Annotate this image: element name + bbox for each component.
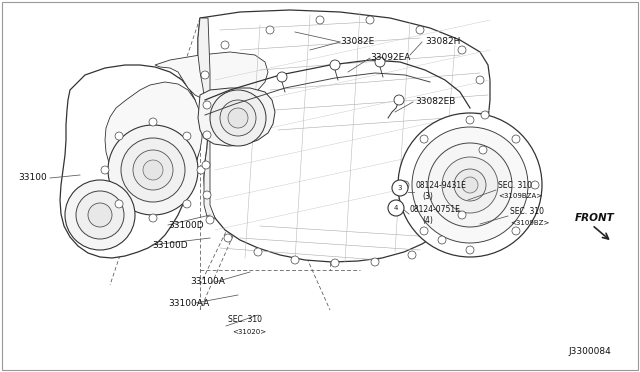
Circle shape — [115, 132, 123, 140]
Circle shape — [291, 256, 299, 264]
Text: SEC. 310: SEC. 310 — [228, 315, 262, 324]
Polygon shape — [105, 82, 202, 192]
Circle shape — [531, 181, 539, 189]
Circle shape — [220, 100, 256, 136]
Text: <3109BZA>: <3109BZA> — [498, 193, 542, 199]
Circle shape — [133, 150, 173, 190]
Circle shape — [183, 200, 191, 208]
Circle shape — [115, 200, 123, 208]
Polygon shape — [60, 65, 200, 258]
Text: 33082H: 33082H — [425, 38, 460, 46]
Circle shape — [88, 203, 112, 227]
Circle shape — [228, 108, 248, 128]
Circle shape — [330, 60, 340, 70]
Text: 33100D: 33100D — [168, 221, 204, 230]
Text: 08124-9431E: 08124-9431E — [415, 180, 466, 189]
Circle shape — [203, 191, 211, 199]
Circle shape — [401, 181, 409, 189]
Circle shape — [512, 227, 520, 235]
Text: SEC. 310: SEC. 310 — [498, 180, 532, 189]
Circle shape — [210, 90, 266, 146]
Polygon shape — [198, 18, 215, 220]
Circle shape — [412, 127, 528, 243]
Text: 33100A: 33100A — [190, 278, 225, 286]
Text: 33092EA: 33092EA — [370, 54, 410, 62]
Circle shape — [394, 95, 404, 105]
Circle shape — [398, 113, 542, 257]
Circle shape — [442, 157, 498, 213]
Circle shape — [101, 166, 109, 174]
Circle shape — [371, 258, 379, 266]
Text: 33100AA: 33100AA — [168, 298, 209, 308]
Polygon shape — [198, 88, 275, 146]
Circle shape — [316, 16, 324, 24]
Polygon shape — [198, 10, 490, 262]
Text: 08124-0751E: 08124-0751E — [410, 205, 461, 214]
Circle shape — [458, 46, 466, 54]
Circle shape — [428, 143, 512, 227]
Circle shape — [149, 214, 157, 222]
Circle shape — [331, 259, 339, 267]
Circle shape — [458, 211, 466, 219]
Circle shape — [254, 248, 262, 256]
Circle shape — [438, 236, 446, 244]
Circle shape — [197, 166, 205, 174]
Circle shape — [221, 41, 229, 49]
Circle shape — [466, 116, 474, 124]
Circle shape — [202, 161, 210, 169]
Text: (3): (3) — [422, 192, 433, 202]
Text: J3300084: J3300084 — [568, 347, 611, 356]
Circle shape — [203, 131, 211, 139]
Text: (4): (4) — [422, 217, 433, 225]
Circle shape — [375, 57, 385, 67]
Polygon shape — [155, 52, 268, 102]
Circle shape — [481, 111, 489, 119]
Circle shape — [454, 169, 486, 201]
Circle shape — [471, 181, 479, 189]
Circle shape — [476, 76, 484, 84]
Circle shape — [512, 135, 520, 143]
Circle shape — [121, 138, 185, 202]
Circle shape — [277, 72, 287, 82]
Text: 33100: 33100 — [18, 173, 47, 183]
Circle shape — [466, 246, 474, 254]
Circle shape — [416, 26, 424, 34]
Circle shape — [420, 135, 428, 143]
Text: 33082E: 33082E — [340, 38, 374, 46]
Circle shape — [462, 177, 478, 193]
Circle shape — [366, 16, 374, 24]
Circle shape — [143, 160, 163, 180]
Circle shape — [201, 71, 209, 79]
Circle shape — [224, 234, 232, 242]
Circle shape — [392, 180, 408, 196]
Circle shape — [149, 118, 157, 126]
Text: SEC. 310: SEC. 310 — [510, 208, 544, 217]
Circle shape — [183, 132, 191, 140]
Circle shape — [203, 101, 211, 109]
Circle shape — [388, 200, 404, 216]
Circle shape — [408, 251, 416, 259]
Circle shape — [266, 26, 274, 34]
Text: 3: 3 — [397, 185, 403, 191]
Circle shape — [206, 216, 214, 224]
Circle shape — [479, 146, 487, 154]
Text: FRONT: FRONT — [575, 213, 615, 223]
Text: 4: 4 — [394, 205, 398, 211]
Text: <3109BZ>: <3109BZ> — [510, 220, 549, 226]
Text: 33100D: 33100D — [152, 241, 188, 250]
Circle shape — [76, 191, 124, 239]
Circle shape — [108, 125, 198, 215]
Circle shape — [65, 180, 135, 250]
Text: 33082EB: 33082EB — [415, 97, 456, 106]
Circle shape — [420, 227, 428, 235]
Text: <31020>: <31020> — [232, 329, 266, 335]
